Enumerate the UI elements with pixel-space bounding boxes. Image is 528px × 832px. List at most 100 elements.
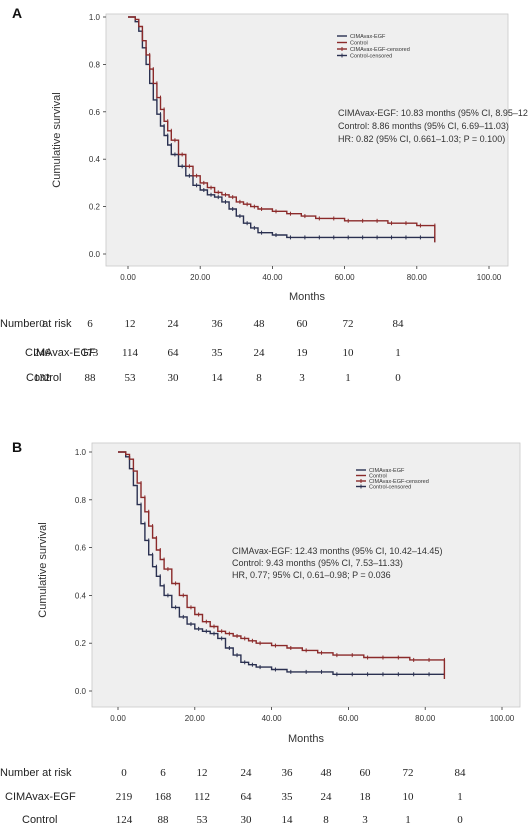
legend-entry: CIMAvax-EGF-censored bbox=[350, 47, 410, 53]
legend-entry: CIMAvax-EGF-censored bbox=[369, 479, 429, 485]
risk-time: 36 bbox=[212, 318, 224, 330]
x-axis-title: Months bbox=[288, 733, 325, 745]
risk-value: 219 bbox=[116, 791, 133, 803]
risk-time: 84 bbox=[393, 318, 405, 330]
stat-line: HR: 0.82 (95% CI, 0.661–1.03; P = 0.100) bbox=[338, 134, 505, 144]
risk-time: 24 bbox=[168, 318, 180, 330]
y-tick-label: 0.6 bbox=[75, 544, 87, 553]
series-line-control bbox=[118, 451, 445, 675]
risk-value: 3 bbox=[362, 814, 368, 826]
stat-line: HR, 0.77; 95% CI, 0.61–0.98; P = 0.036 bbox=[232, 570, 391, 580]
panel-b: B0.00.20.40.60.81.00.00 20.00 40.00 60.00 80… bbox=[0, 439, 521, 826]
legend-entry: CIMAvax-EGF bbox=[350, 34, 386, 40]
risk-value: 30 bbox=[241, 814, 253, 826]
x-tick-label: 40.00 bbox=[262, 714, 283, 723]
risk-value: 14 bbox=[282, 814, 294, 826]
x-tick-label: 60.00 bbox=[338, 714, 359, 723]
risk-value: 1 bbox=[405, 814, 411, 826]
x-tick-label: 60.00 bbox=[335, 273, 356, 282]
x-tick-label: 80.00 bbox=[407, 273, 428, 282]
risk-value: 1 bbox=[457, 791, 463, 803]
risk-value: 30 bbox=[168, 372, 180, 384]
risk-row-label: CIMAvax-EGF bbox=[5, 791, 76, 803]
risk-time: 0 bbox=[39, 318, 45, 330]
risk-time: 24 bbox=[241, 767, 253, 779]
risk-value: 24 bbox=[321, 791, 333, 803]
y-tick-label: 1.0 bbox=[75, 448, 87, 457]
risk-value: 35 bbox=[212, 347, 224, 359]
y-tick-label: 0.2 bbox=[75, 639, 87, 648]
plot-area bbox=[91, 442, 521, 708]
risk-value: 64 bbox=[241, 791, 253, 803]
x-tick-label: 40.00 bbox=[262, 273, 283, 282]
risk-value: 0 bbox=[457, 814, 463, 826]
risk-value: 8 bbox=[323, 814, 329, 826]
x-tick-label: 100.00 bbox=[490, 714, 515, 723]
risk-value: 8 bbox=[256, 372, 262, 384]
stat-line: Control: 9.43 months (95% CI, 7.53–11.33… bbox=[232, 558, 403, 568]
y-tick-label: 0.6 bbox=[89, 108, 101, 117]
risk-row-label: Control bbox=[26, 372, 61, 384]
risk-value: 1 bbox=[345, 372, 351, 384]
risk-value: 88 bbox=[85, 372, 97, 384]
risk-value: 0 bbox=[395, 372, 401, 384]
risk-value: 19 bbox=[297, 347, 309, 359]
risk-row-label: Control bbox=[22, 814, 57, 826]
risk-time: 12 bbox=[125, 318, 136, 330]
x-tick-label: 20.00 bbox=[185, 714, 206, 723]
series-line-cimavax-egf bbox=[128, 16, 436, 243]
x-tick-label: 0.00 bbox=[110, 714, 126, 723]
risk-value: 35 bbox=[282, 791, 294, 803]
x-tick-label: 80.00 bbox=[415, 714, 436, 723]
panel-letter: B bbox=[12, 439, 22, 455]
risk-value: 53 bbox=[197, 814, 209, 826]
risk-row-label: CIMAvax-EGF bbox=[25, 347, 96, 359]
panel-a: A0.00.20.40.60.81.00.00 20.00 40.00 60.00 80… bbox=[0, 5, 528, 384]
risk-time: 6 bbox=[87, 318, 93, 330]
y-tick-label: 0.0 bbox=[75, 687, 87, 696]
risk-value: 3 bbox=[299, 372, 305, 384]
x-axis-title: Months bbox=[289, 291, 326, 303]
risk-value: 10 bbox=[403, 791, 415, 803]
risk-time: 72 bbox=[403, 767, 414, 779]
risk-value: 1 bbox=[395, 347, 401, 359]
risk-value: 18 bbox=[360, 791, 372, 803]
risk-time: 60 bbox=[360, 767, 372, 779]
x-tick-label: 0.00 bbox=[120, 273, 136, 282]
y-tick-label: 0.8 bbox=[89, 60, 101, 69]
legend-entry: Control bbox=[350, 41, 368, 47]
risk-value: 88 bbox=[158, 814, 170, 826]
stat-line: CIMAvax-EGF: 12.43 months (95% CI, 10.42… bbox=[232, 546, 442, 556]
y-tick-label: 0.8 bbox=[75, 496, 87, 505]
risk-time: 0 bbox=[121, 767, 127, 779]
y-tick-label: 0.0 bbox=[89, 250, 101, 259]
risk-value: 10 bbox=[343, 347, 355, 359]
risk-time: 60 bbox=[297, 318, 309, 330]
risk-time: 48 bbox=[254, 318, 266, 330]
y-axis-title: Cumulative survival bbox=[51, 92, 63, 187]
risk-value: 168 bbox=[155, 791, 172, 803]
y-axis-title: Cumulative survival bbox=[37, 522, 49, 617]
risk-value: 246 bbox=[34, 347, 51, 359]
risk-value: 132 bbox=[34, 372, 51, 384]
y-tick-label: 0.2 bbox=[89, 203, 101, 212]
panel-letter: A bbox=[12, 5, 22, 21]
risk-time: 48 bbox=[321, 767, 333, 779]
risk-time: 84 bbox=[455, 767, 467, 779]
risk-value: 112 bbox=[194, 791, 210, 803]
risk-value: 173 bbox=[82, 347, 99, 359]
risk-value: 114 bbox=[122, 347, 139, 359]
series-line-cimavax-egf bbox=[118, 451, 446, 679]
legend-entry: Control-censored bbox=[350, 54, 392, 60]
risk-time: 12 bbox=[197, 767, 208, 779]
risk-time: 6 bbox=[160, 767, 166, 779]
stat-line: Control: 8.86 months (95% CI, 6.69–11.03… bbox=[338, 121, 509, 131]
legend-entry: Control bbox=[369, 474, 387, 480]
y-tick-label: 0.4 bbox=[75, 591, 87, 600]
y-tick-label: 1.0 bbox=[89, 13, 101, 22]
risk-time: 36 bbox=[282, 767, 294, 779]
risk-time: 72 bbox=[343, 318, 354, 330]
x-tick-label: 20.00 bbox=[190, 273, 211, 282]
legend-entry: Control-censored bbox=[369, 485, 411, 491]
